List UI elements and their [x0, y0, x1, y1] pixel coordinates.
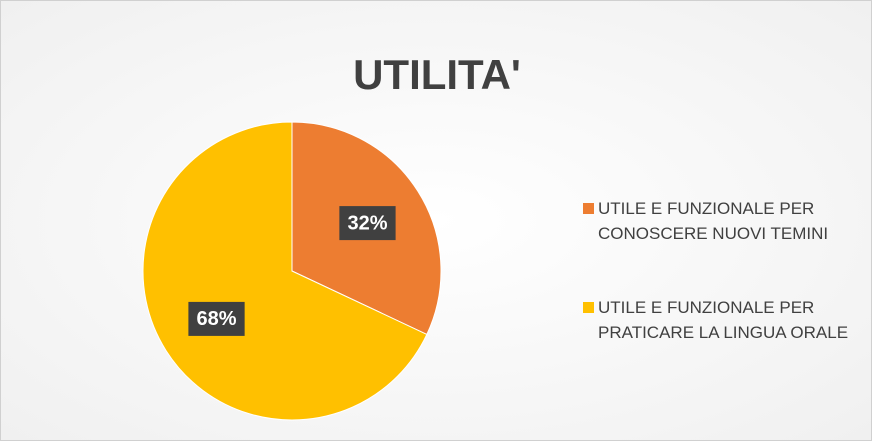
- value-label: 68%: [197, 308, 237, 330]
- legend-swatch: [583, 203, 594, 214]
- legend-entry: UTILE E FUNZIONALE PER PRATICARE LA LING…: [583, 295, 868, 345]
- legend-entry: UTILE E FUNZIONALE PER CONOSCERE NUOVI T…: [583, 196, 868, 246]
- legend-label: UTILE E FUNZIONALE PER PRATICARE LA LING…: [598, 298, 849, 342]
- value-label-bg: [339, 206, 396, 241]
- value-label: 32%: [347, 212, 387, 234]
- legend-label: UTILE E FUNZIONALE PER CONOSCERE NUOVI T…: [598, 199, 829, 243]
- value-label-bg: [188, 301, 245, 336]
- pie-slice: [142, 121, 428, 421]
- chart-title: UTILITA': [353, 51, 521, 98]
- legend-swatch: [583, 302, 594, 313]
